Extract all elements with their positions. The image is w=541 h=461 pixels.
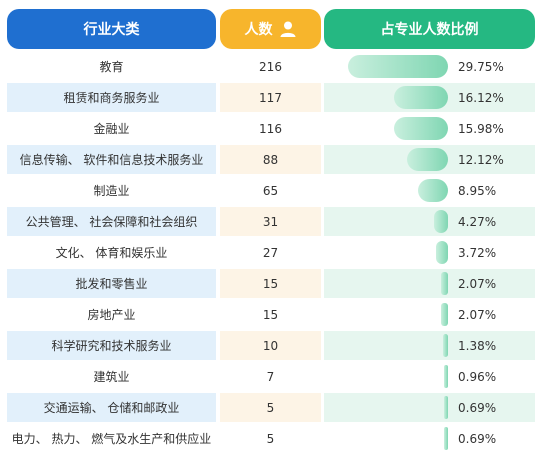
- share-bar-track: [348, 241, 448, 264]
- table-row: 公共管理、 社会保障和社会组织 31 4.27%: [7, 207, 535, 236]
- count-cell: 216: [220, 52, 321, 81]
- industry-cell: 制造业: [7, 176, 216, 205]
- count-cell: 27: [220, 238, 321, 267]
- table-row: 信息传输、 软件和信息技术服务业 88 12.12%: [7, 145, 535, 174]
- table-row: 科学研究和技术服务业 10 1.38%: [7, 331, 535, 360]
- industry-cell: 科学研究和技术服务业: [7, 331, 216, 360]
- share-bar: [441, 303, 448, 326]
- share-percent: 1.38%: [458, 338, 497, 353]
- share-bar: [441, 272, 448, 295]
- share-bar: [393, 86, 448, 109]
- share-bar-track: [348, 179, 448, 202]
- share-bar-track: [348, 148, 448, 171]
- industry-cell: 文化、 体育和娱乐业: [7, 238, 216, 267]
- share-cell: 12.12%: [324, 145, 535, 174]
- share-percent: 3.72%: [458, 245, 497, 260]
- table-row: 文化、 体育和娱乐业 27 3.72%: [7, 238, 535, 267]
- share-percent: 4.27%: [458, 214, 497, 229]
- share-percent: 29.75%: [458, 59, 504, 74]
- share-cell: 29.75%: [324, 52, 535, 81]
- share-bar: [435, 241, 448, 264]
- header-share-label: 占专业人数比例: [380, 22, 479, 38]
- share-percent: 2.07%: [458, 307, 497, 322]
- share-bar: [417, 179, 448, 202]
- share-percent: 2.07%: [458, 276, 497, 291]
- share-bar: [433, 210, 448, 233]
- industry-cell: 建筑业: [7, 362, 216, 391]
- count-cell: 5: [220, 393, 321, 422]
- industry-cell: 批发和零售业: [7, 269, 216, 298]
- share-percent: 0.69%: [458, 400, 497, 415]
- share-cell: 0.96%: [324, 362, 535, 391]
- share-bar: [443, 334, 448, 357]
- share-bar-track: [348, 365, 448, 388]
- share-percent: 16.12%: [458, 90, 504, 105]
- header-count-label: 人数: [244, 22, 273, 38]
- share-cell: 2.07%: [324, 300, 535, 329]
- share-bar: [444, 427, 448, 450]
- share-bar-track: [348, 86, 448, 109]
- count-cell: 65: [220, 176, 321, 205]
- header-industry: 行业大类: [7, 9, 216, 49]
- share-cell: 0.69%: [324, 424, 535, 453]
- industry-cell: 教育: [7, 52, 216, 81]
- table-row: 建筑业 7 0.96%: [7, 362, 535, 391]
- share-bar: [407, 148, 448, 171]
- person-icon: [280, 21, 295, 37]
- share-percent: 0.96%: [458, 369, 497, 384]
- count-cell: 31: [220, 207, 321, 236]
- share-percent: 0.69%: [458, 431, 497, 446]
- table-row: 租赁和商务服务业 117 16.12%: [7, 83, 535, 112]
- table-row: 批发和零售业 15 2.07%: [7, 269, 535, 298]
- share-bar: [394, 117, 448, 140]
- industry-cell: 房地产业: [7, 300, 216, 329]
- count-cell: 117: [220, 83, 321, 112]
- share-bar-track: [348, 396, 448, 419]
- count-cell: 10: [220, 331, 321, 360]
- share-cell: 0.69%: [324, 393, 535, 422]
- share-bar: [444, 365, 448, 388]
- share-percent: 12.12%: [458, 152, 504, 167]
- table-row: 教育 216 29.75%: [7, 52, 535, 81]
- share-bar: [444, 396, 448, 419]
- count-cell: 116: [220, 114, 321, 143]
- industry-cell: 金融业: [7, 114, 216, 143]
- table-row: 金融业 116 15.98%: [7, 114, 535, 143]
- share-bar-track: [348, 55, 448, 78]
- header-count: 人数: [220, 9, 321, 49]
- share-bar-track: [348, 334, 448, 357]
- share-bar: [348, 55, 448, 78]
- share-bar-track: [348, 427, 448, 450]
- industry-cell: 公共管理、 社会保障和社会组织: [7, 207, 216, 236]
- table-row: 房地产业 15 2.07%: [7, 300, 535, 329]
- share-bar-track: [348, 303, 448, 326]
- table-row: 制造业 65 8.95%: [7, 176, 535, 205]
- count-cell: 15: [220, 269, 321, 298]
- share-bar-track: [348, 272, 448, 295]
- count-cell: 15: [220, 300, 321, 329]
- count-cell: 7: [220, 362, 321, 391]
- share-cell: 2.07%: [324, 269, 535, 298]
- count-cell: 88: [220, 145, 321, 174]
- industry-cell: 租赁和商务服务业: [7, 83, 216, 112]
- industry-cell: 电力、 热力、 燃气及水生产和供应业: [7, 424, 216, 453]
- share-bar-track: [348, 210, 448, 233]
- table-row: 电力、 热力、 燃气及水生产和供应业 5 0.69%: [7, 424, 535, 453]
- industry-cell: 交通运输、 仓储和邮政业: [7, 393, 216, 422]
- header-share: 占专业人数比例: [324, 9, 535, 49]
- count-cell: 5: [220, 424, 321, 453]
- share-cell: 3.72%: [324, 238, 535, 267]
- share-percent: 15.98%: [458, 121, 504, 136]
- share-cell: 1.38%: [324, 331, 535, 360]
- share-cell: 4.27%: [324, 207, 535, 236]
- share-bar-track: [348, 117, 448, 140]
- header-industry-label: 行业大类: [83, 22, 140, 38]
- industry-cell: 信息传输、 软件和信息技术服务业: [7, 145, 216, 174]
- share-percent: 8.95%: [458, 183, 497, 198]
- share-cell: 8.95%: [324, 176, 535, 205]
- table-row: 交通运输、 仓储和邮政业 5 0.69%: [7, 393, 535, 422]
- share-cell: 15.98%: [324, 114, 535, 143]
- share-cell: 16.12%: [324, 83, 535, 112]
